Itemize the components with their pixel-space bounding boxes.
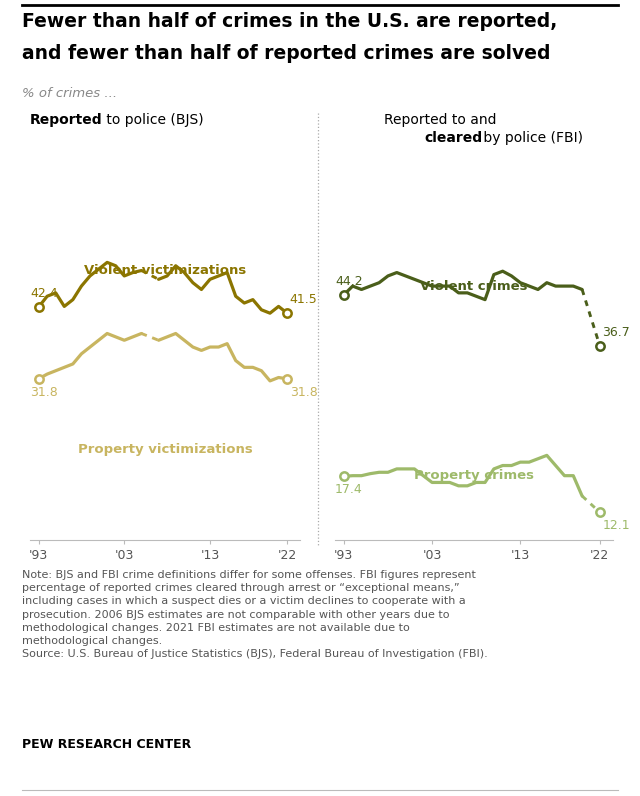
Text: 42.4: 42.4 <box>30 287 58 300</box>
Text: 12.1: 12.1 <box>602 519 630 532</box>
Text: 31.8: 31.8 <box>290 385 317 399</box>
Text: Note: BJS and FBI crime definitions differ for some offenses. FBI figures repres: Note: BJS and FBI crime definitions diff… <box>22 570 488 659</box>
Text: to police (BJS): to police (BJS) <box>102 113 204 127</box>
Text: Property crimes: Property crimes <box>414 469 534 482</box>
Text: by police (FBI): by police (FBI) <box>479 131 583 145</box>
Text: 36.7: 36.7 <box>602 326 630 339</box>
Text: 17.4: 17.4 <box>335 483 363 496</box>
Text: Reported: Reported <box>30 113 102 127</box>
Text: Violent victimizations: Violent victimizations <box>84 263 246 277</box>
Text: % of crimes ...: % of crimes ... <box>22 87 117 100</box>
Text: 31.8: 31.8 <box>30 385 58 399</box>
Text: and fewer than half of reported crimes are solved: and fewer than half of reported crimes a… <box>22 44 550 63</box>
Text: Property victimizations: Property victimizations <box>77 443 252 455</box>
Text: cleared: cleared <box>424 131 482 145</box>
Text: Violent crimes: Violent crimes <box>420 280 528 293</box>
Text: Fewer than half of crimes in the U.S. are reported,: Fewer than half of crimes in the U.S. ar… <box>22 12 557 31</box>
Text: Reported to and: Reported to and <box>384 113 496 127</box>
Text: 41.5: 41.5 <box>290 294 317 306</box>
Text: PEW RESEARCH CENTER: PEW RESEARCH CENTER <box>22 738 191 751</box>
Text: 44.2: 44.2 <box>335 275 363 288</box>
